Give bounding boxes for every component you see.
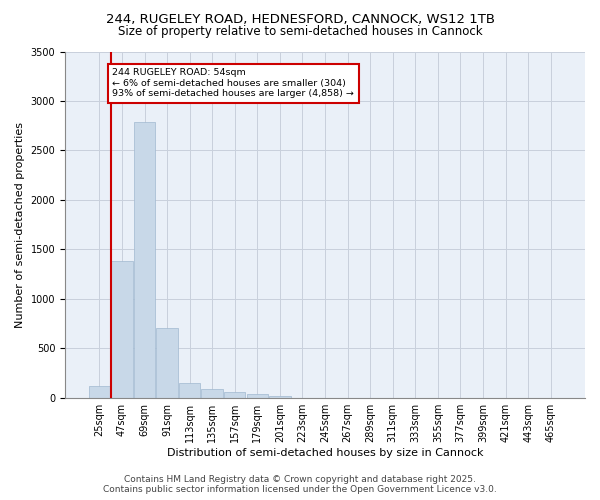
Text: 244 RUGELEY ROAD: 54sqm
← 6% of semi-detached houses are smaller (304)
93% of se: 244 RUGELEY ROAD: 54sqm ← 6% of semi-det… <box>112 68 355 98</box>
Bar <box>269 396 290 398</box>
Bar <box>89 386 110 398</box>
Bar <box>247 394 268 398</box>
X-axis label: Distribution of semi-detached houses by size in Cannock: Distribution of semi-detached houses by … <box>167 448 483 458</box>
Bar <box>202 389 223 398</box>
Text: Size of property relative to semi-detached houses in Cannock: Size of property relative to semi-detach… <box>118 25 482 38</box>
Bar <box>134 122 155 398</box>
Bar <box>157 328 178 398</box>
Bar <box>111 261 133 398</box>
Y-axis label: Number of semi-detached properties: Number of semi-detached properties <box>15 122 25 328</box>
Bar <box>179 383 200 398</box>
Text: 244, RUGELEY ROAD, HEDNESFORD, CANNOCK, WS12 1TB: 244, RUGELEY ROAD, HEDNESFORD, CANNOCK, … <box>106 12 494 26</box>
Text: Contains HM Land Registry data © Crown copyright and database right 2025.
Contai: Contains HM Land Registry data © Crown c… <box>103 474 497 494</box>
Bar <box>224 392 245 398</box>
